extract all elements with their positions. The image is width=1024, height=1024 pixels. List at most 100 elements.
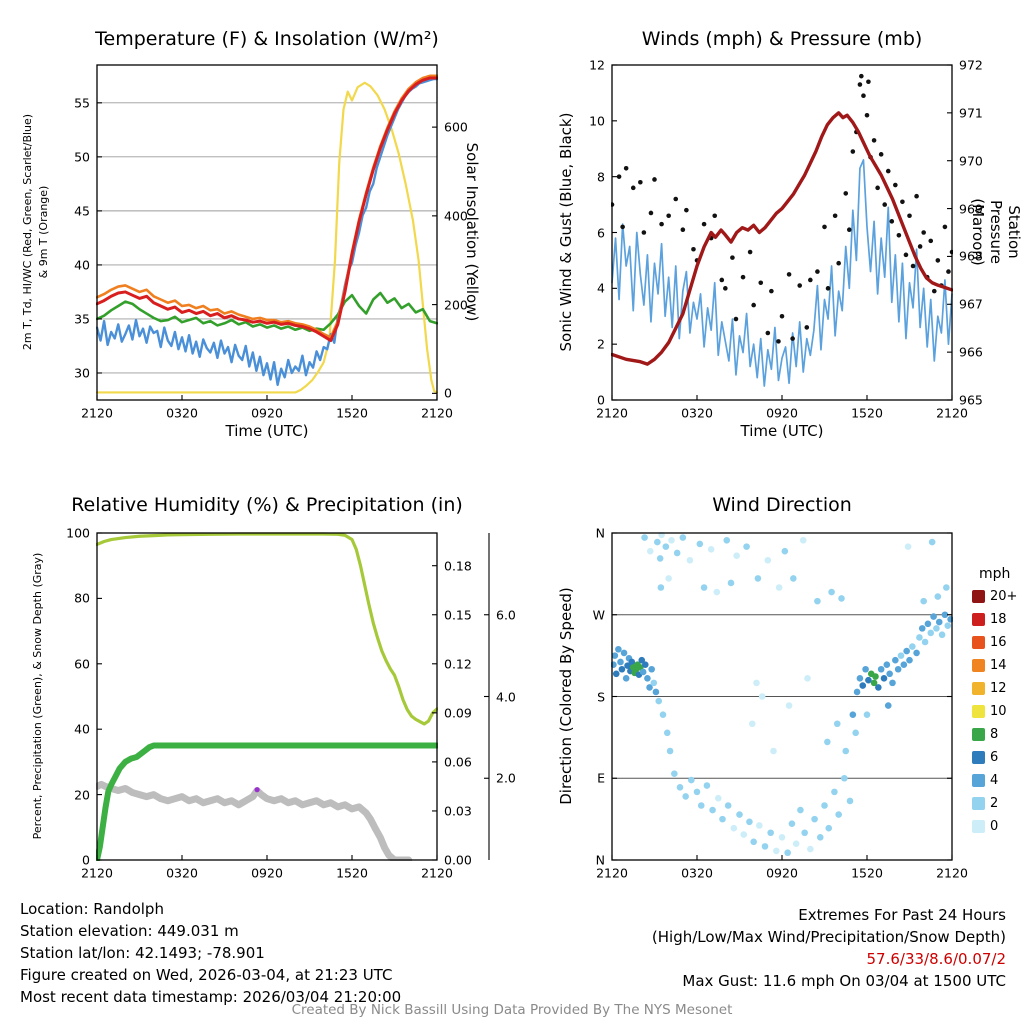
legend-swatch-icon [972, 797, 985, 810]
legend-label: 20+ [990, 589, 1018, 604]
legend-swatch-icon [972, 774, 985, 787]
x-tick-label: 0320 [166, 865, 198, 881]
y-tick-label: E [597, 770, 605, 786]
y-tick-label: 60 [74, 656, 90, 672]
legend-label: 6 [990, 750, 999, 765]
x-tick-label: 0320 [681, 405, 713, 421]
extremes-subtitle: (High/Low/Max Wind/Precipitation/Snow De… [651, 928, 1006, 946]
y-tick-label: 0.09 [444, 705, 472, 721]
y-tick-label: 0.00 [444, 852, 472, 868]
y-tick-label: 966 [959, 344, 983, 360]
x-tick-label: 2120 [421, 405, 453, 421]
legend-swatch-icon [972, 728, 985, 741]
footer-latlon: Station lat/lon: 42.1493; -78.901 [20, 944, 265, 962]
y-tick-label: 2 [597, 336, 605, 352]
y-tick-label: 40 [74, 721, 90, 737]
ylabel-wind-left: Sonic Wind & Gust (Blue, Black) [557, 112, 575, 352]
x-tick-label: 2120 [936, 405, 968, 421]
legend-row: 16 [972, 631, 1017, 654]
y-tick-label: 6.0 [496, 607, 516, 623]
legend-label: 14 [990, 658, 1007, 673]
legend-row: 6 [972, 746, 1017, 769]
ylabel-temperature-left: 2m T, Td, HI/WC (Red, Green, Scarlet/Blu… [21, 113, 50, 351]
y-tick-label: 100 [66, 525, 90, 541]
x-tick-label: 0920 [251, 865, 283, 881]
y-tick-label: 4.0 [496, 689, 516, 704]
y-tick-label: 0.15 [444, 607, 472, 623]
x-tick-label: 0320 [681, 865, 713, 881]
legend-row: 12 [972, 677, 1017, 700]
legend-swatch-icon [972, 820, 985, 833]
x-tick-label: 0920 [766, 865, 798, 881]
y-tick-label: 45 [74, 203, 90, 219]
y-tick-label: N [595, 525, 605, 541]
legend-row: 8 [972, 723, 1017, 746]
x-tick-label: 1520 [336, 405, 368, 421]
x-tick-label: 2120 [936, 865, 968, 881]
ylabel-humidity-left: Percent, Precipitation (Green), & Snow D… [31, 552, 45, 840]
legend-row: 18 [972, 608, 1017, 631]
y-tick-label: N [595, 852, 605, 868]
legend-row: 20+ [972, 585, 1017, 608]
legend-label: 2 [990, 796, 999, 811]
legend-swatch-icon [972, 659, 985, 672]
legend-row: 0 [972, 815, 1017, 838]
y-tick-label: 0 [597, 392, 605, 408]
legend-swatch-icon [972, 751, 985, 764]
x-tick-label: 1520 [336, 865, 368, 881]
max-gust-line: Max Gust: 11.6 mph On 03/04 at 1500 UTC [682, 972, 1006, 990]
y-tick-label: 0.12 [444, 656, 472, 672]
chart-title-winds-pressure: Winds (mph) & Pressure (mb) [641, 28, 923, 50]
footer-timestamp: Most recent data timestamp: 2026/03/04 2… [20, 988, 402, 1006]
footer-elevation: Station elevation: 449.031 m [20, 922, 239, 940]
extremes-title: Extremes For Past 24 Hours [798, 906, 1006, 924]
legend-label: 0 [990, 819, 999, 834]
ylabel-insolation-right: Solar Insolation (Yellow) [463, 142, 481, 322]
y-tick-label: 965 [959, 392, 983, 408]
y-tick-label: 0 [82, 852, 90, 868]
y-tick-label: 971 [959, 105, 983, 121]
x-tick-label: 0920 [766, 405, 798, 421]
footer-location: Location: Randolph [20, 900, 164, 918]
chart-title-humidity-precip: Relative Humidity (%) & Precipitation (i… [71, 494, 463, 516]
y-tick-label: 35 [74, 311, 90, 327]
y-tick-label: S [597, 689, 605, 704]
legend-label: 10 [990, 704, 1007, 719]
legend-label: 8 [990, 727, 999, 742]
ylabel-direction-left: Direction (Colored By Speed) [557, 587, 575, 805]
x-tick-label: 2120 [596, 865, 628, 881]
legend-title: mph [979, 566, 1011, 582]
y-tick-label: 55 [74, 95, 90, 111]
legend-label: 12 [990, 681, 1007, 696]
x-tick-label: 1520 [851, 405, 883, 421]
y-tick-label: 968 [959, 248, 983, 264]
legend-swatch-icon [972, 636, 985, 649]
y-tick-label: 0 [444, 385, 452, 401]
x-tick-label: 2120 [421, 865, 453, 881]
legend-row: 14 [972, 654, 1017, 677]
y-tick-label: 2.0 [496, 770, 516, 786]
wind-speed-legend: mph 20+ 18 16 14 12 10 8 6 4 2 0 [972, 566, 1017, 838]
y-tick-label: 972 [959, 57, 983, 73]
y-tick-label: 600 [444, 119, 468, 135]
y-tick-label: 4 [597, 280, 605, 296]
y-tick-label: 0.18 [444, 558, 472, 574]
y-tick-label: 970 [959, 153, 983, 169]
extremes-values: 57.6/33/8.6/0.07/2 [866, 950, 1007, 968]
x-tick-label: 2120 [81, 865, 113, 881]
x-tick-label: 2120 [596, 405, 628, 421]
chart-title-temperature: Temperature (F) & Insolation (W/m²) [95, 28, 439, 50]
y-tick-label: 80 [74, 590, 90, 606]
x-tick-label: 2120 [81, 405, 113, 421]
y-tick-label: 400 [444, 208, 468, 224]
x-tick-label: 1520 [851, 865, 883, 881]
y-tick-label: W [592, 607, 605, 623]
credit-line: Created By Nick Bassill Using Data Provi… [291, 1002, 733, 1018]
xlabel-time-utc-right: Time (UTC) [740, 422, 824, 440]
legend-swatch-icon [972, 590, 985, 603]
y-tick-label: 0.06 [444, 754, 472, 770]
y-tick-label: 12 [589, 57, 605, 73]
xlabel-time-utc-left: Time (UTC) [225, 422, 309, 440]
